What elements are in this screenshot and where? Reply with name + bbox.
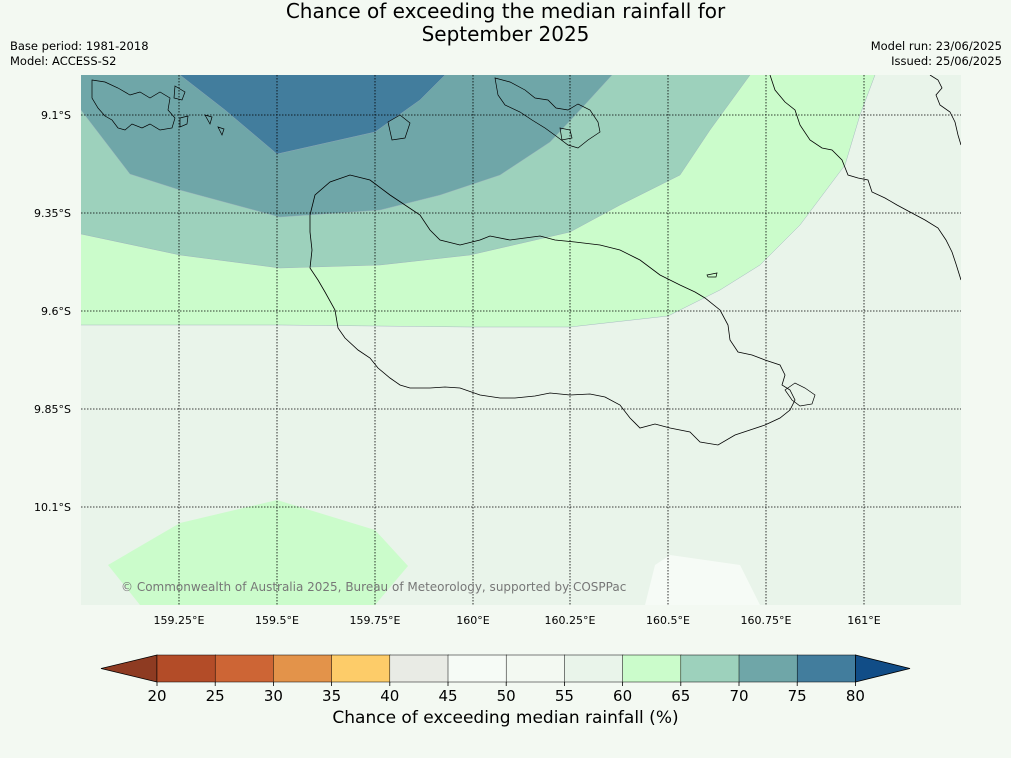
colorbar-segment (680, 654, 740, 683)
lon-label: 159.25°E (154, 614, 205, 627)
lon-label: 161°E (847, 614, 880, 627)
coastline-east-islets (706, 272, 816, 407)
colorbar-segment (214, 654, 275, 683)
coastline-guadalcanal (309, 174, 796, 446)
lat-label: 10.1°S (34, 501, 71, 514)
coastline-nw-islands (91, 79, 225, 136)
map-area (81, 75, 961, 605)
colorbar-tick-label: 65 (671, 687, 690, 705)
colorbar-segment (564, 654, 624, 683)
colorbar-extend-high (855, 654, 911, 683)
colorbar-tick-label: 55 (555, 687, 574, 705)
colorbar-segment (738, 654, 798, 683)
colorbar-segment (156, 654, 216, 683)
longitude-labels: 159.25°E 159.5°E 159.75°E 160°E 160.25°E 160.… (154, 614, 881, 627)
coastline-florida-islands (387, 77, 601, 149)
colorbar-tick-label: 45 (438, 687, 457, 705)
zone-60-65-south (108, 500, 408, 605)
colorbar-segment (389, 654, 449, 683)
lat-label: 9.6°S (41, 305, 71, 318)
colorbar-segment (622, 654, 682, 683)
colorbar-segment (331, 654, 391, 683)
coastline-malaita (769, 75, 961, 281)
colorbar-tick-label: 50 (497, 687, 516, 705)
graticule (81, 75, 961, 605)
colorbar-tick-label: 60 (613, 687, 632, 705)
colorbar-tick-label: 35 (322, 687, 341, 705)
latitude-labels: 9.1°S 9.35°S 9.6°S 9.85°S 10.1°S (34, 109, 71, 514)
chart-title: Chance of exceeding the median rainfall … (0, 0, 1011, 46)
colorbar-label: Chance of exceeding median rainfall (%) (332, 708, 679, 728)
title-line-1: Chance of exceeding the median rainfall … (285, 0, 726, 23)
zone-75-80 (180, 75, 445, 154)
colorbar-segment (447, 654, 507, 683)
lon-label: 160°E (456, 614, 489, 627)
zone-70-75 (81, 75, 612, 217)
colorbar-extend-low (100, 654, 158, 683)
lon-label: 160.25°E (545, 614, 596, 627)
colorbar: 20 25 30 35 40 45 50 55 60 65 70 75 80 (100, 654, 911, 705)
contour-lines (81, 75, 876, 328)
lat-label: 9.85°S (34, 403, 71, 416)
colorbar-tick-label: 20 (147, 687, 166, 705)
model-name: Model: ACCESS-S2 (10, 54, 117, 68)
title-line-2: September 2025 (421, 22, 590, 46)
colorbar-tick-label: 30 (264, 687, 283, 705)
base-period: Base period: 1981-2018 (10, 39, 149, 53)
lon-label: 160.5°E (646, 614, 690, 627)
colorbar-tick-label: 80 (846, 687, 865, 705)
colorbar-tick-label: 75 (788, 687, 807, 705)
copyright-notice: © Commonwealth of Australia 2025, Bureau… (121, 580, 627, 594)
colorbar-tick-label: 25 (206, 687, 225, 705)
colorbar-segment (505, 654, 566, 683)
meta-right: Model run: 23/06/2025 Issued: 25/06/2025 (871, 39, 1002, 69)
zone-50-55-south (645, 555, 760, 605)
colorbar-segment (273, 654, 333, 683)
lon-label: 160.75°E (741, 614, 792, 627)
lat-label: 9.35°S (34, 207, 71, 220)
colorbar-tick-label: 40 (380, 687, 399, 705)
issued-date: Issued: 25/06/2025 (891, 54, 1002, 68)
lon-label: 159.75°E (350, 614, 401, 627)
lon-label: 159.5°E (255, 614, 299, 627)
meta-left: Base period: 1981-2018 Model: ACCESS-S2 (10, 39, 149, 69)
colorbar-segment (796, 654, 857, 683)
colorbar-tick-label: 70 (729, 687, 748, 705)
model-run: Model run: 23/06/2025 (870, 39, 1002, 53)
lat-label: 9.1°S (41, 109, 71, 122)
